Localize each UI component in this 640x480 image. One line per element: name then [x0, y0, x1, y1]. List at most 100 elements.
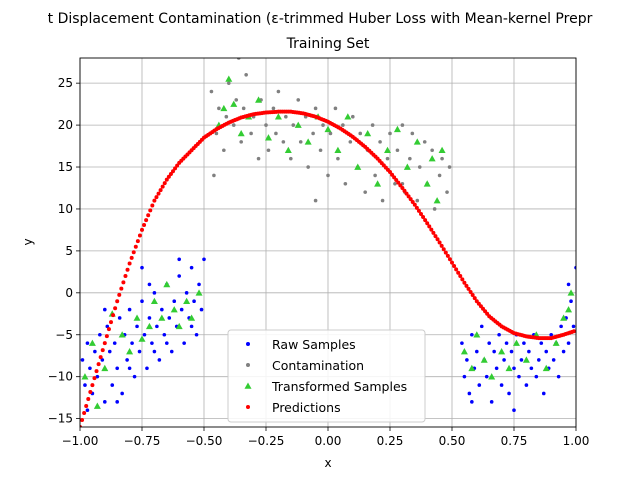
prediction-point — [468, 289, 473, 294]
transformed-samples-point — [225, 75, 233, 82]
transformed-samples-point — [101, 364, 109, 372]
raw-samples-point — [169, 349, 174, 354]
raw-samples-point — [475, 349, 479, 354]
prediction-point — [94, 369, 99, 374]
prediction-point — [460, 277, 465, 282]
transformed-samples-point — [304, 138, 312, 145]
contamination-point — [437, 173, 442, 178]
transformed-samples-point — [393, 125, 401, 133]
x-tick-label: 0.50 — [439, 434, 466, 448]
raw-samples-point — [566, 341, 571, 345]
raw-samples-point — [539, 341, 544, 345]
prediction-point — [439, 243, 444, 248]
raw-samples-point — [460, 341, 464, 345]
raw-samples-series — [80, 257, 576, 413]
y-tick-label: 20 — [58, 118, 73, 132]
contamination-point — [447, 165, 452, 169]
prediction-point — [445, 253, 450, 258]
y-tick-label: 10 — [58, 202, 73, 216]
transformed-samples-point — [138, 335, 146, 342]
contamination-point — [296, 98, 301, 102]
contamination-point — [395, 148, 400, 153]
prediction-point — [80, 425, 82, 427]
contamination-point — [264, 123, 268, 127]
prediction-point — [175, 163, 180, 168]
prediction-point — [427, 224, 432, 229]
contamination-point — [328, 131, 333, 136]
contamination-point — [209, 89, 214, 94]
prediction-point — [447, 257, 452, 262]
legend-marker-predictions — [246, 405, 250, 409]
prediction-point — [458, 274, 463, 279]
prediction-point — [119, 286, 124, 291]
legend-marker-raw-samples — [246, 342, 250, 346]
raw-samples-point — [519, 358, 524, 362]
raw-samples-point — [132, 374, 137, 379]
contamination-point — [343, 181, 348, 186]
y-tick-label: 5 — [65, 244, 73, 258]
contamination-point — [239, 140, 243, 144]
transformed-samples-point — [433, 197, 441, 204]
transformed-samples-point — [81, 373, 89, 380]
contamination-point — [313, 198, 318, 203]
transformed-samples-point — [118, 331, 126, 338]
transformed-samples-point — [384, 146, 392, 154]
prediction-point — [90, 383, 95, 388]
raw-samples-point — [499, 383, 504, 387]
contamination-point — [284, 114, 288, 119]
predictions-series — [80, 109, 576, 427]
prediction-point — [404, 191, 409, 196]
contamination-point — [313, 106, 318, 111]
raw-samples-point — [127, 307, 132, 312]
prediction-point — [162, 181, 167, 186]
prediction-point — [109, 320, 113, 325]
prediction-point — [117, 292, 122, 297]
prediction-point — [433, 234, 438, 239]
raw-samples-point — [484, 374, 489, 379]
prediction-point — [100, 348, 105, 353]
transformed-samples-point — [230, 100, 238, 107]
prediction-point — [425, 221, 430, 226]
raw-samples-point — [465, 358, 469, 362]
raw-samples-point — [120, 391, 124, 396]
transformed-samples-point — [126, 348, 134, 355]
raw-samples-point — [189, 265, 194, 270]
prediction-point — [462, 280, 467, 285]
transformed-samples-point — [473, 331, 481, 338]
x-tick-label: 1.00 — [563, 434, 590, 448]
contamination-point — [348, 140, 353, 144]
raw-samples-point — [85, 341, 90, 345]
prediction-point — [133, 244, 138, 249]
raw-samples-point — [112, 341, 117, 345]
y-tick-label: 0 — [65, 286, 73, 300]
prediction-point — [150, 203, 155, 208]
contamination-point — [440, 156, 444, 161]
prediction-point — [82, 411, 87, 416]
prediction-point — [410, 199, 415, 204]
prediction-point — [102, 341, 107, 346]
prediction-point — [441, 247, 446, 252]
transformed-samples-point — [274, 113, 282, 120]
raw-samples-point — [512, 408, 516, 413]
transformed-samples-point — [567, 289, 575, 296]
transformed-samples-point — [264, 134, 272, 141]
raw-samples-point — [177, 257, 181, 262]
raw-samples-point — [470, 400, 474, 404]
prediction-point — [421, 215, 426, 220]
raw-samples-point — [130, 341, 134, 345]
prediction-point — [144, 218, 149, 223]
transformed-samples-point — [88, 339, 96, 346]
raw-samples-point — [88, 366, 92, 371]
prediction-point — [168, 172, 173, 177]
raw-samples-point — [571, 324, 576, 329]
contamination-point — [266, 148, 271, 153]
contamination-point — [214, 131, 219, 136]
raw-samples-point — [497, 332, 501, 337]
y-axis-label: y — [21, 238, 35, 245]
raw-samples-point — [192, 299, 196, 304]
contamination-point — [281, 140, 286, 144]
transformed-samples-point — [133, 314, 141, 321]
prediction-point — [121, 280, 126, 285]
contamination-point — [274, 131, 278, 136]
raw-samples-point — [165, 341, 169, 345]
